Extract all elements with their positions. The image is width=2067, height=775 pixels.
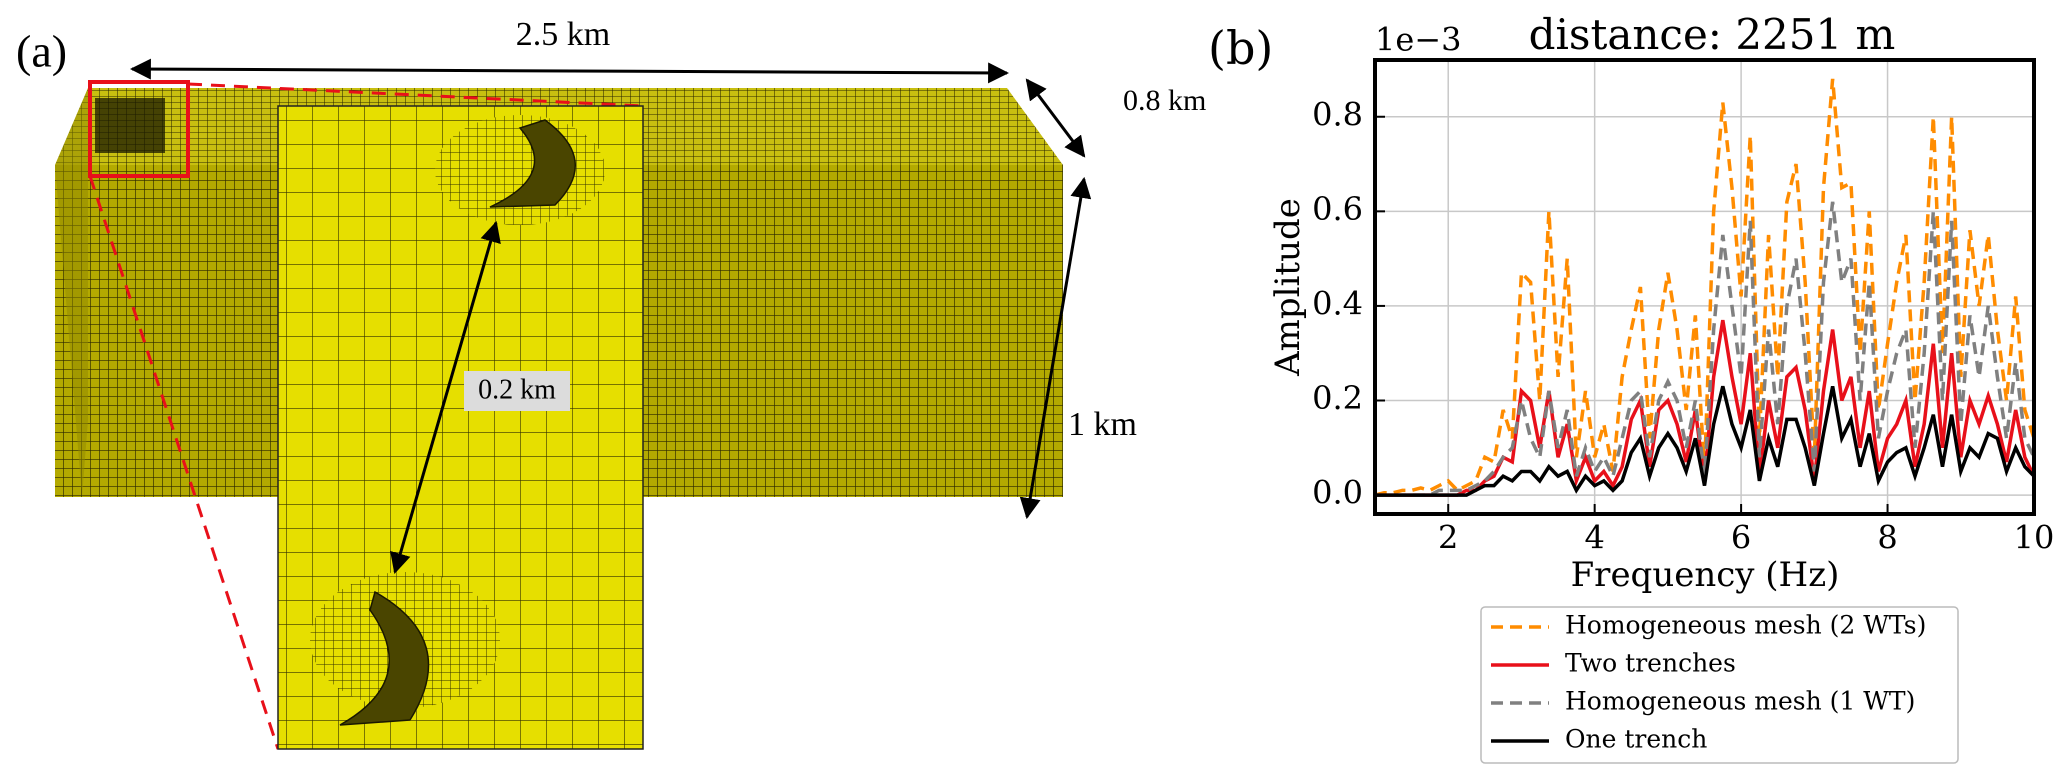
refined-mesh	[435, 115, 605, 225]
zoom-line	[187, 82, 644, 108]
x-tick-label: 2	[1438, 519, 1458, 557]
panel-label: (a)	[16, 26, 67, 77]
trench	[489, 119, 576, 208]
block-side	[55, 88, 88, 497]
dimension-label: 2.5 km	[516, 16, 610, 53]
chart-title: distance: 2251 m	[1529, 10, 1896, 59]
y-tick-label: 0.8	[1312, 95, 1363, 133]
axes-frame	[1373, 58, 2036, 516]
mesh-diagram: (a) 2.5 km 0.8 km 1 km 0.2 km	[16, 16, 1206, 750]
dimension-arrow	[390, 220, 501, 575]
dimension-label: 0.8 km	[1123, 84, 1206, 117]
legend-label: Homogeneous mesh (2 WTs)	[1565, 611, 1926, 640]
legend-label: Two trenches	[1565, 649, 1736, 678]
legend-box	[1480, 606, 1959, 764]
dimension-label: 0.2 km	[478, 374, 556, 405]
refined-zone	[95, 98, 165, 153]
legend-label: One trench	[1565, 725, 1707, 754]
x-tick-label: 4	[1584, 519, 1604, 557]
panel-label: (b)	[1208, 21, 1273, 75]
dimension-arrow	[129, 58, 1010, 84]
label-box	[464, 371, 570, 411]
x-tick-label: 10	[2014, 519, 2055, 557]
legend-label: Homogeneous mesh (1 WT)	[1565, 687, 1915, 716]
x-tick-label: 6	[1731, 519, 1751, 557]
y-tick-label: 0.2	[1312, 379, 1363, 417]
dimension-label: 1 km	[1068, 406, 1137, 443]
dimension-arrow	[1025, 78, 1086, 158]
y-tick-label: 0.0	[1312, 474, 1363, 512]
y-tick-label: 0.4	[1312, 284, 1363, 322]
series-line	[1375, 385, 2034, 497]
x-tick-label: 8	[1877, 519, 1897, 557]
y-offset-label: 1e−3	[1375, 21, 1461, 59]
trench	[339, 590, 430, 726]
zoom-line	[88, 175, 280, 750]
y-tick-label: 0.6	[1312, 190, 1363, 228]
y-axis-label: Amplitude	[1268, 198, 1308, 377]
dimension-arrow	[1019, 176, 1092, 520]
x-axis-label: Frequency (Hz)	[1571, 555, 1840, 595]
